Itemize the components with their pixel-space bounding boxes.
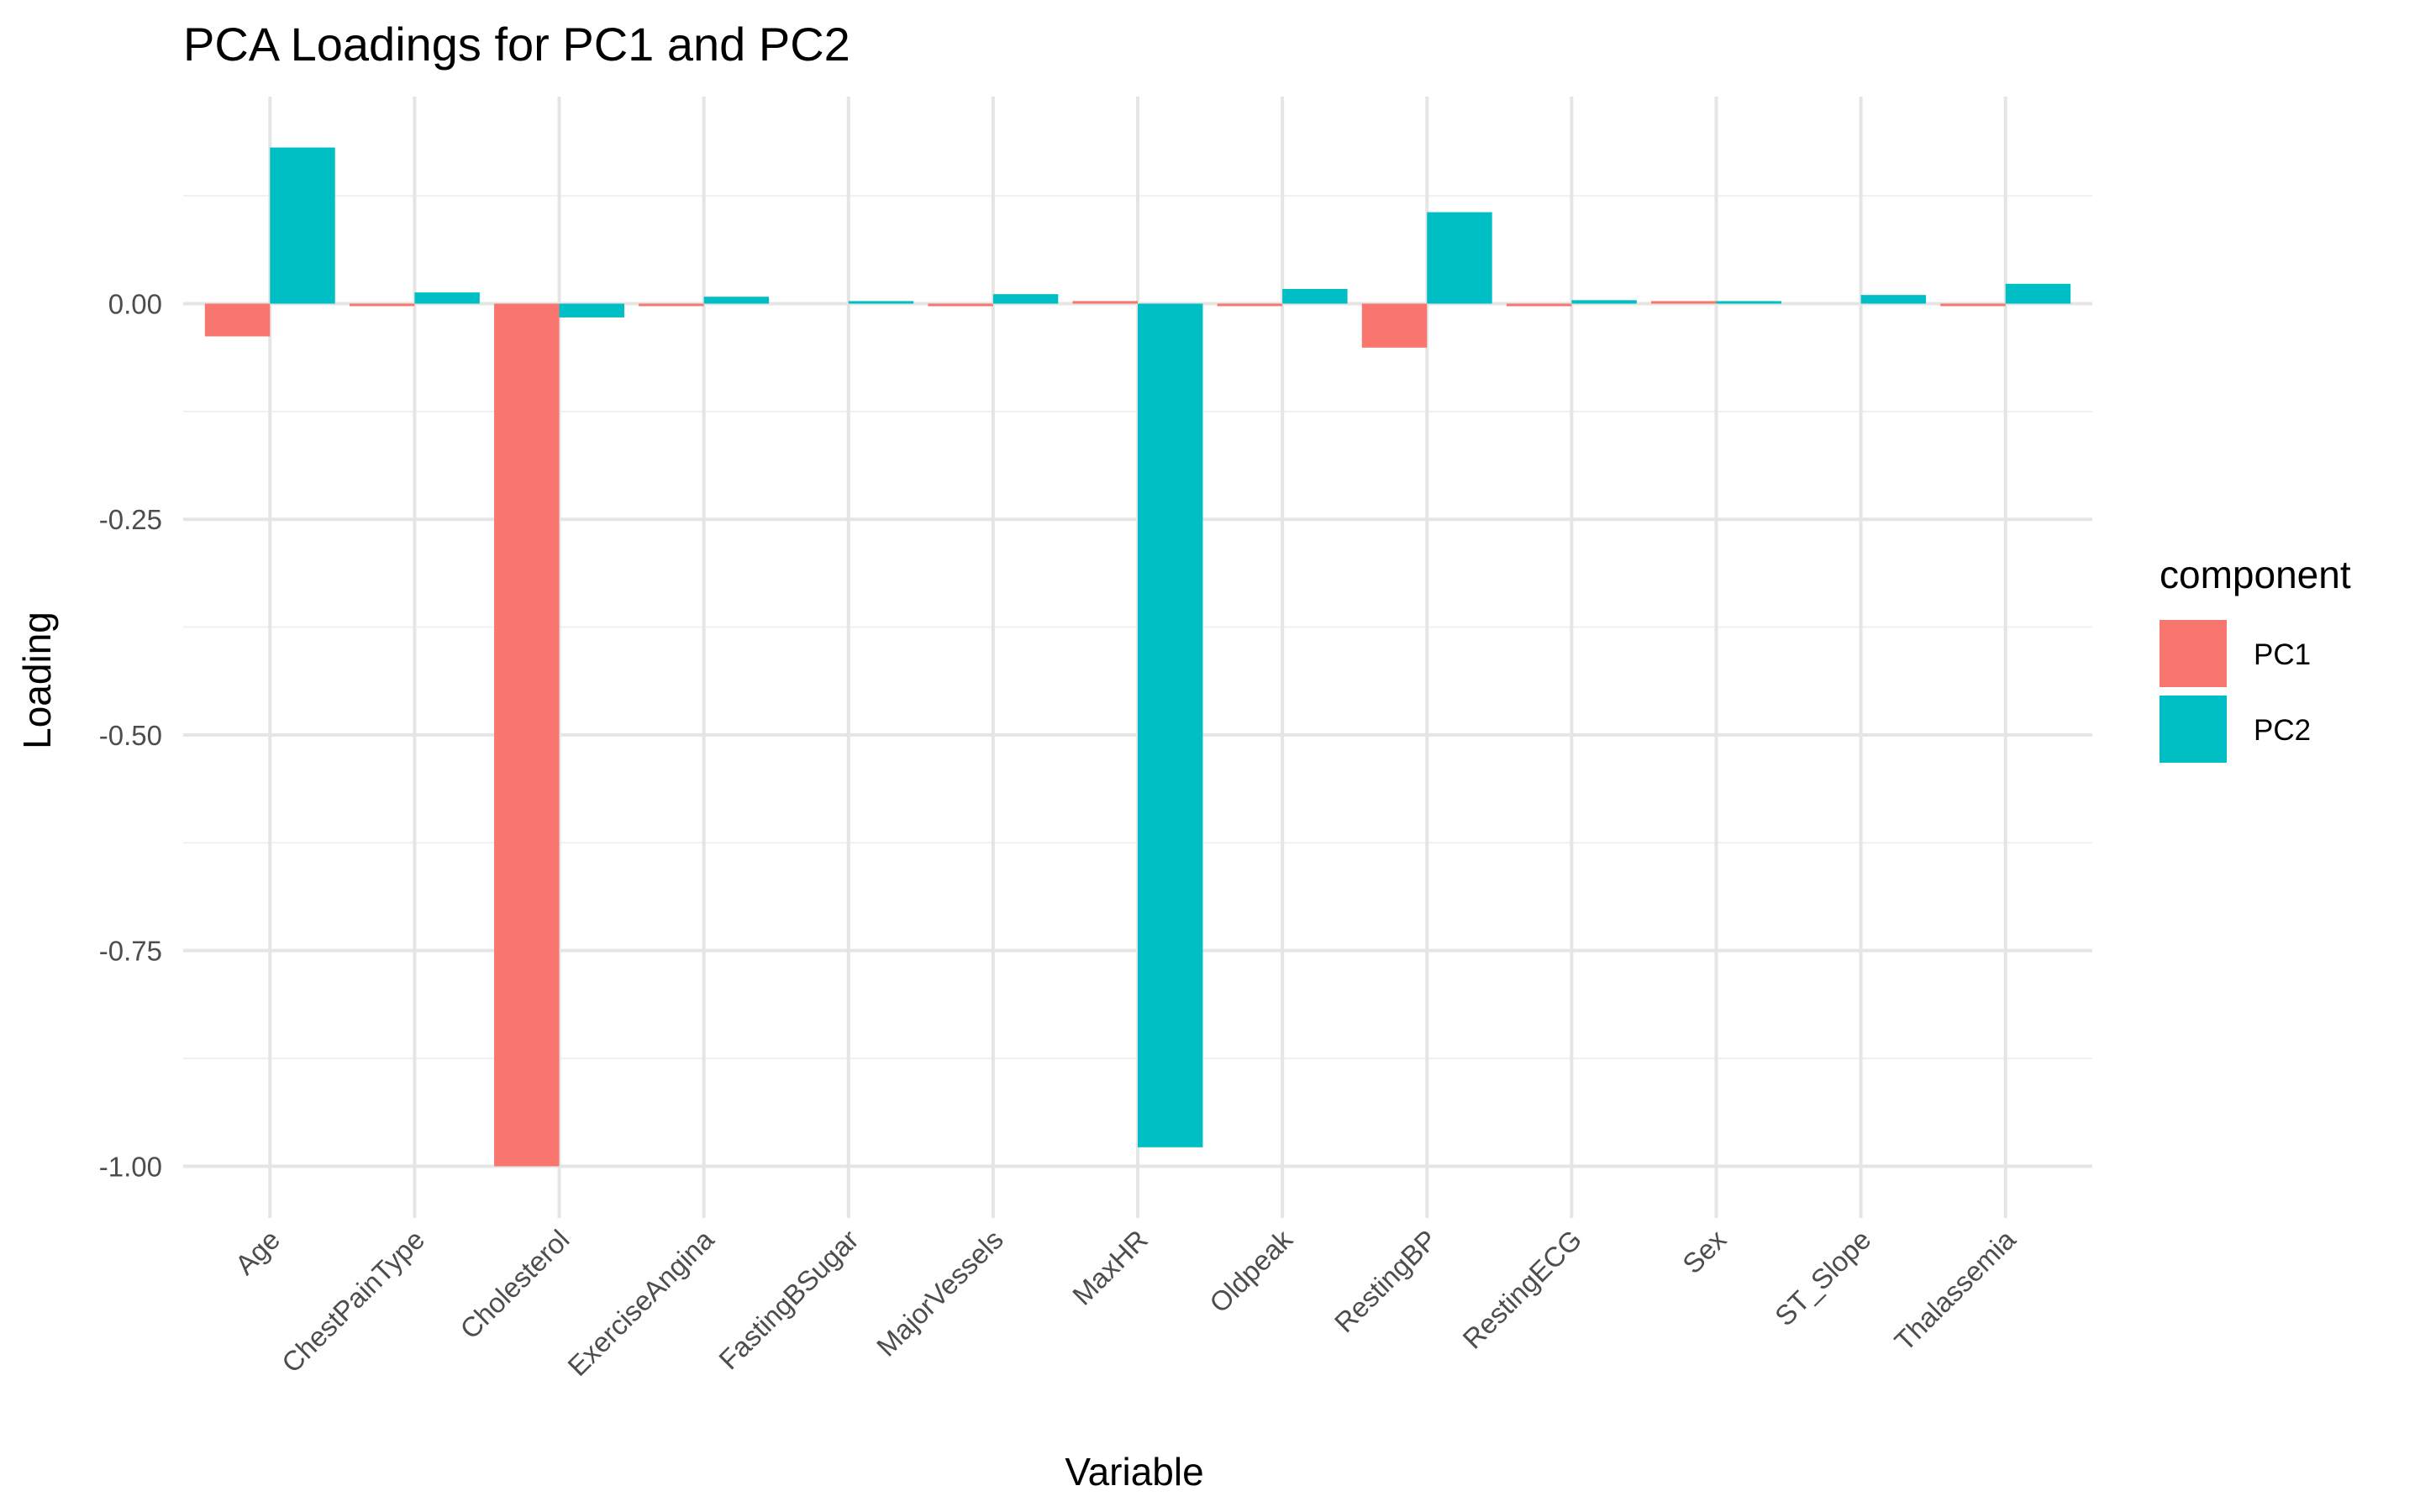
bar-pc1-oldpeak <box>1217 303 1283 307</box>
legend-key-pc2 <box>2160 696 2227 763</box>
bar-pc2-restingbp <box>1427 212 1492 304</box>
y-tick-label: 0.00 <box>108 288 162 319</box>
y-tick-labels: -1.00 -0.75 -0.50 -0.25 0.00 <box>99 288 162 1182</box>
x-tick-label: RestingBP <box>1328 1224 1443 1338</box>
bar-pc2-restingecg <box>1571 300 1637 304</box>
bar-pc1-chestpaintype <box>349 303 415 307</box>
bar-pc1-age <box>204 303 271 337</box>
bar-pc2-thalassemia <box>2005 283 2071 304</box>
bar-pc1-exerciseangina <box>639 303 704 307</box>
bar-pc1-cholesterol <box>494 303 560 1167</box>
bar-pc2-sex <box>1716 301 1781 304</box>
bar-pc1-majorvessels <box>928 303 993 307</box>
x-tick-label: Cholesterol <box>454 1224 575 1345</box>
bar-pc2-st_slope <box>1860 295 1927 304</box>
bar-pc2-fastingbsugar <box>848 301 914 304</box>
bar-pc2-cholesterol <box>559 303 624 318</box>
legend-label-pc2: PC2 <box>2254 714 2311 747</box>
legend: component PC1 PC2 <box>2160 553 2351 763</box>
x-tick-label: RestingECG <box>1456 1224 1587 1355</box>
x-tick-label: Age <box>229 1224 287 1281</box>
bar-pc2-exerciseangina <box>703 297 770 304</box>
x-tick-label: Oldpeak <box>1203 1223 1298 1318</box>
bar-pc1-thalassemia <box>1940 303 2006 307</box>
bar-pc1-restingecg <box>1506 303 1572 307</box>
x-tick-label: ExerciseAngina <box>561 1223 720 1382</box>
x-tick-label: FastingBSugar <box>713 1224 865 1376</box>
y-tick-label: -0.25 <box>99 504 162 535</box>
legend-title: component <box>2160 553 2351 596</box>
bar-pc2-chestpaintype <box>414 292 480 304</box>
legend-key-pc1 <box>2160 620 2227 687</box>
x-tick-label: Sex <box>1676 1223 1733 1279</box>
y-tick-label: -0.75 <box>99 936 162 967</box>
bar-pc2-majorvessels <box>992 294 1059 304</box>
x-tick-label: Thalassemia <box>1888 1223 2022 1357</box>
bar-pc2-age <box>270 147 335 304</box>
x-tick-label: ChestPainType <box>276 1224 430 1378</box>
x-axis-title: Variable <box>1065 1450 1203 1494</box>
bar-pc1-sex <box>1651 301 1717 304</box>
y-axis-title: Loading <box>15 612 59 749</box>
x-tick-label: MaxHR <box>1066 1224 1154 1311</box>
x-tick-label: ST_Slope <box>1769 1224 1877 1332</box>
bars <box>204 147 2071 1167</box>
chart-title: PCA Loadings for PC1 and PC2 <box>183 18 850 71</box>
x-tick-label: MajorVessels <box>871 1224 1009 1362</box>
y-tick-label: -0.50 <box>99 720 162 751</box>
bar-pc1-maxhr <box>1072 301 1138 304</box>
bar-pc2-oldpeak <box>1282 289 1348 304</box>
bar-pc1-restingbp <box>1361 303 1428 348</box>
bar-pc2-maxhr <box>1138 303 1203 1147</box>
legend-label-pc1: PC1 <box>2254 638 2311 671</box>
y-tick-label: -1.00 <box>99 1151 162 1182</box>
